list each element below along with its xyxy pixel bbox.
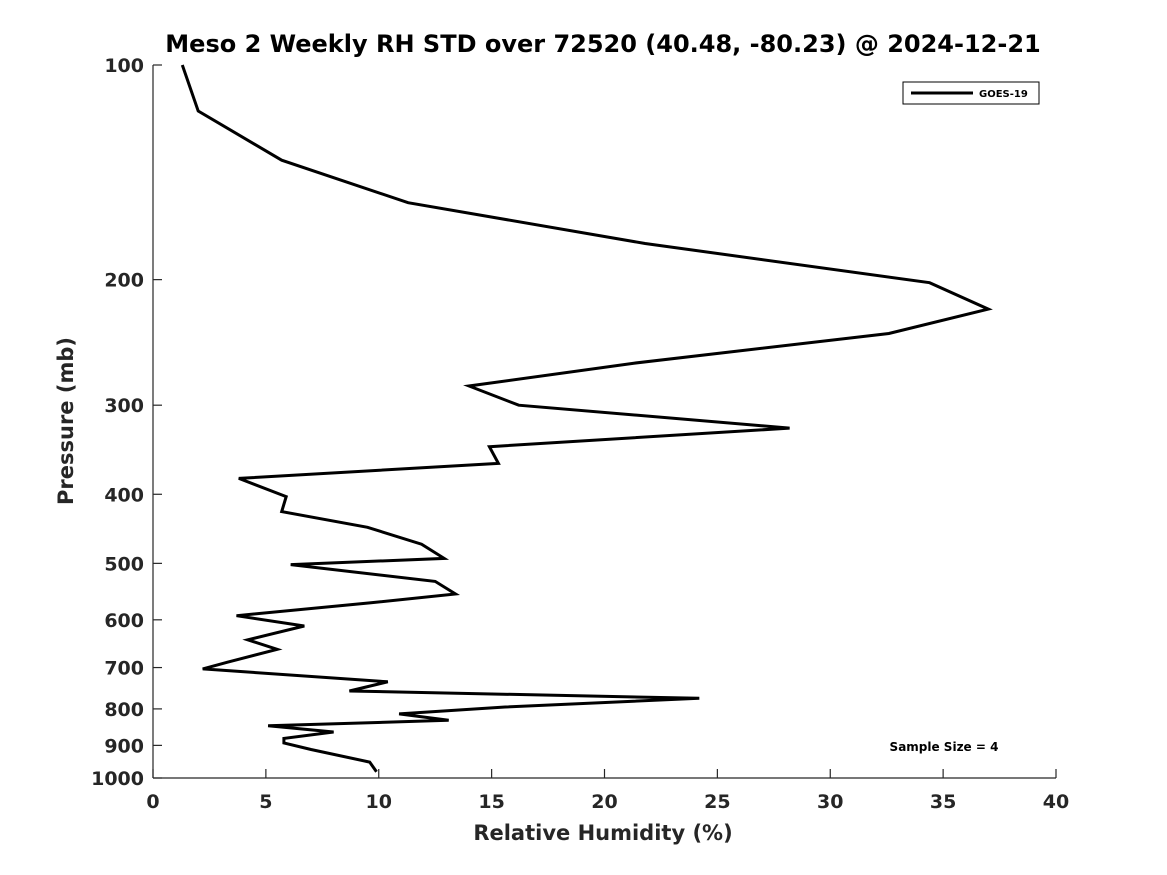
y-tick-label: 200 [104,270,144,292]
x-tick-label: 30 [817,791,843,813]
x-axis-ticks: 0 5 10 15 20 25 30 35 40 [146,769,1069,813]
y-tick-label: 800 [104,699,144,721]
y-tick-label: 900 [104,735,144,757]
y-tick-label: 300 [104,395,144,417]
chart-title: Meso 2 Weekly RH STD over 72520 (40.48, … [165,30,1040,58]
y-tick-label: 700 [104,658,144,680]
series-line-goes-19 [180,64,993,773]
x-tick-label: 20 [591,791,617,813]
y-tick-label: 100 [104,55,144,77]
x-tick-label: 5 [259,791,272,813]
y-tick-label: 1000 [91,768,144,790]
y-tick-label: 600 [104,610,144,632]
x-tick-label: 25 [704,791,730,813]
x-tick-label: 15 [478,791,504,813]
x-tick-label: 10 [366,791,392,813]
y-tick-label: 500 [104,553,144,575]
x-tick-label: 0 [146,791,159,813]
x-tick-label: 40 [1043,791,1069,813]
series-layer [180,64,993,773]
legend: GOES-19 [902,81,1040,105]
y-axis-label: Pressure (mb) [54,337,78,505]
y-axis-ticks: 100 200 300 400 500 600 700 800 900 1000 [91,55,162,790]
sample-size-annotation: Sample Size = 4 [890,740,999,754]
y-tick-label: 400 [104,484,144,506]
x-tick-label: 35 [930,791,956,813]
x-axis-label: Relative Humidity (%) [473,821,732,845]
legend-entry-goes-19: GOES-19 [979,89,1028,100]
